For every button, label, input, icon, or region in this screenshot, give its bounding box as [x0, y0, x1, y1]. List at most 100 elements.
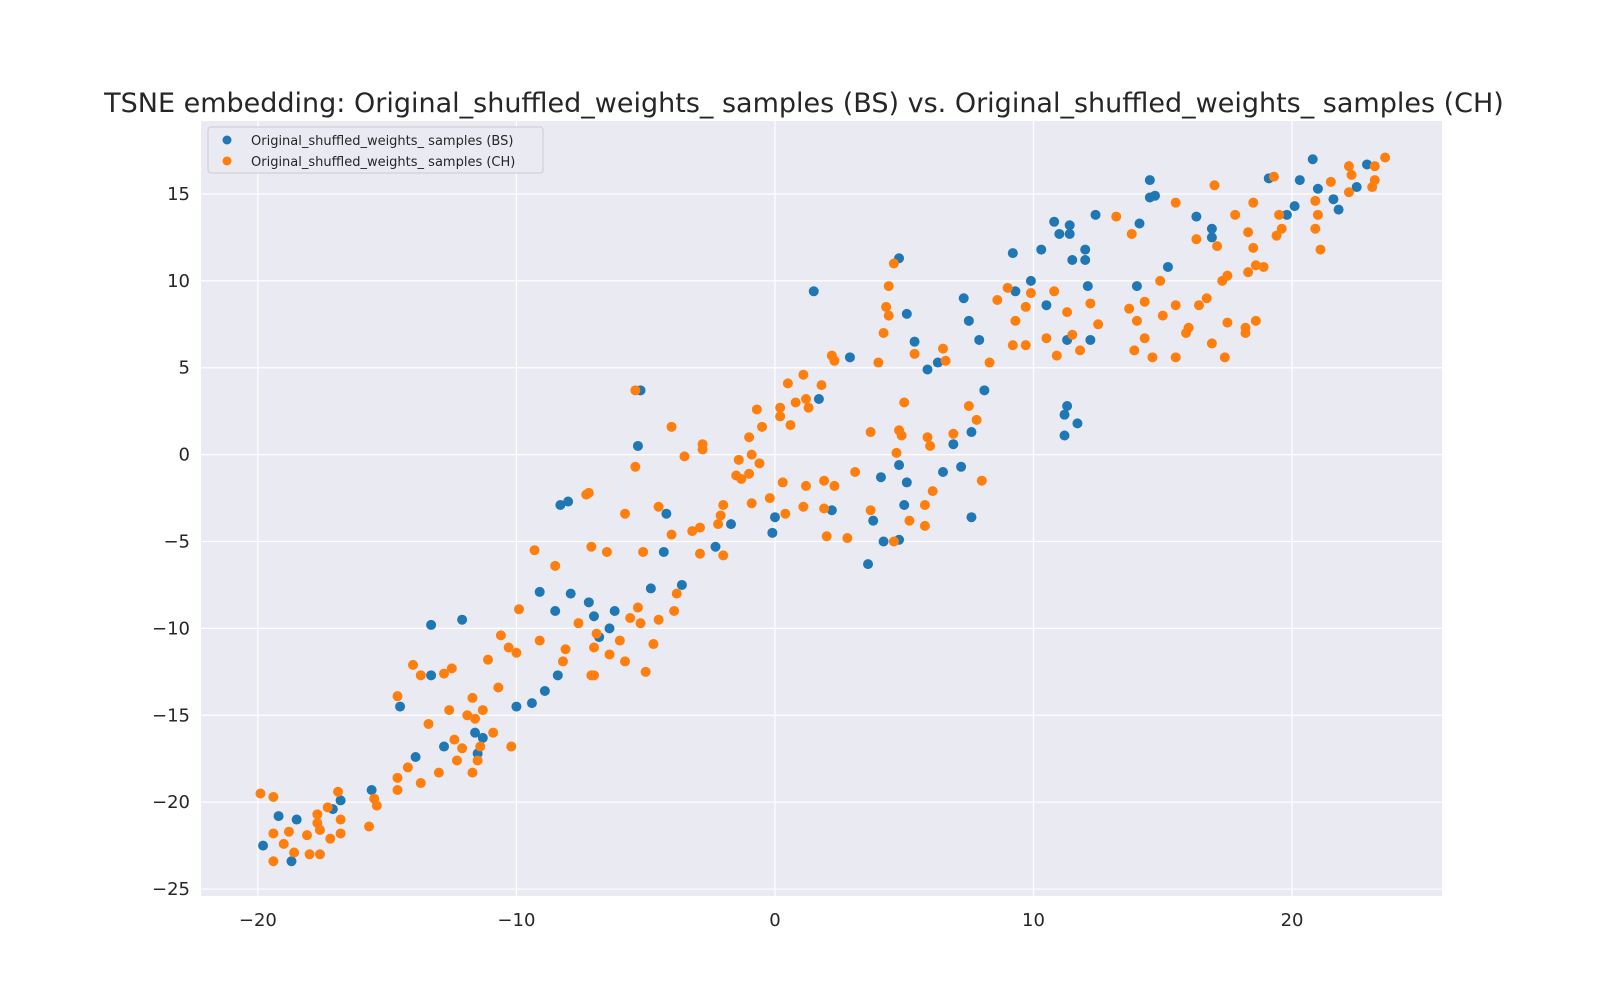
data-point-ch [371, 800, 382, 811]
data-point-ch [1075, 345, 1086, 356]
data-point-bs [1312, 183, 1323, 194]
data-point-ch [819, 503, 830, 514]
data-point-bs [1036, 244, 1047, 255]
data-point-ch [679, 451, 690, 462]
data-point-ch [638, 546, 649, 557]
data-point-ch [1025, 288, 1036, 299]
data-point-bs [555, 500, 566, 511]
data-point-bs [550, 606, 561, 617]
data-point-bs [1025, 275, 1036, 286]
data-point-ch [604, 649, 615, 660]
data-point-bs [868, 515, 879, 526]
data-point-ch [304, 849, 315, 860]
y-tick-label: −25 [152, 879, 190, 900]
data-point-bs [1281, 209, 1292, 220]
data-point-ch [255, 788, 266, 799]
data-point-bs [1134, 218, 1145, 229]
data-point-ch [1157, 310, 1168, 321]
data-point-ch [984, 357, 995, 368]
data-point-ch [620, 656, 631, 667]
data-point-bs [1191, 211, 1202, 222]
data-point-bs [1362, 159, 1373, 170]
data-point-ch [322, 802, 333, 813]
data-point-ch [278, 838, 289, 849]
data-point-ch [1212, 241, 1223, 252]
data-point-ch [751, 404, 762, 415]
data-point-ch [878, 327, 889, 338]
data-point-bs [966, 512, 977, 523]
data-point-ch [1020, 340, 1031, 351]
data-point-bs [932, 357, 943, 368]
data-point-ch [1276, 223, 1287, 234]
x-tick-label: −20 [239, 910, 277, 931]
data-point-bs [1328, 194, 1339, 205]
data-point-ch [268, 791, 279, 802]
data-point-ch [757, 421, 768, 432]
data-point-bs [410, 751, 421, 762]
data-point-ch [1369, 161, 1380, 172]
data-point-ch [1343, 187, 1354, 198]
data-point-bs [470, 727, 481, 738]
data-point-bs [979, 385, 990, 396]
data-point-ch [1222, 317, 1233, 328]
data-point-bs [899, 500, 910, 511]
data-point-ch [472, 755, 483, 766]
data-point-bs [1010, 286, 1021, 297]
data-point-ch [1067, 329, 1078, 340]
data-point-ch [534, 635, 545, 646]
data-point-ch [733, 454, 744, 465]
data-point-ch [475, 741, 486, 752]
data-point-ch [392, 772, 403, 783]
data-point-ch [335, 814, 346, 825]
data-point-ch [927, 486, 938, 497]
data-point-ch [283, 826, 294, 837]
data-point-ch [1191, 234, 1202, 245]
data-point-ch [909, 348, 920, 359]
data-point-ch [1139, 296, 1150, 307]
data-point-ch [392, 785, 403, 796]
data-point-ch [1346, 169, 1357, 180]
data-point-bs [909, 336, 920, 347]
data-point-ch [493, 682, 504, 693]
data-point-ch [671, 588, 682, 599]
data-point-bs [769, 512, 780, 523]
data-point-bs [395, 701, 406, 712]
data-point-bs [604, 623, 615, 634]
data-point-ch [829, 480, 840, 491]
data-point-bs [565, 588, 576, 599]
data-point-ch [1206, 338, 1217, 349]
data-point-ch [1193, 300, 1204, 311]
data-point-bs [1150, 190, 1161, 201]
data-point-ch [314, 849, 325, 860]
data-point-ch [775, 402, 786, 413]
data-point-ch [1041, 333, 1052, 344]
data-point-ch [408, 659, 419, 670]
data-point-ch [718, 550, 729, 561]
data-point-bs [426, 619, 437, 630]
data-point-bs [1085, 334, 1096, 345]
data-point-ch [899, 397, 910, 408]
data-point-ch [1093, 319, 1104, 330]
data-point-ch [883, 281, 894, 292]
data-point-ch [940, 355, 951, 366]
data-point-bs [291, 814, 302, 825]
data-point-bs [1307, 154, 1318, 165]
data-point-ch [586, 541, 597, 552]
data-point-bs [963, 315, 974, 326]
data-point-ch [948, 428, 959, 439]
x-tick-label: −10 [497, 910, 535, 931]
data-point-ch [1250, 260, 1261, 271]
data-point-ch [1170, 352, 1181, 363]
data-point-ch [736, 473, 747, 484]
data-point-ch [550, 560, 561, 571]
legend-label-ch: Original_shuffled_weights_ samples (CH) [251, 155, 515, 170]
data-point-ch [697, 439, 708, 450]
data-point-ch [1240, 322, 1251, 333]
data-point-bs [258, 840, 269, 851]
data-point-bs [922, 364, 933, 375]
data-point-ch [630, 385, 641, 396]
data-point-ch [764, 493, 775, 504]
data-point-ch [503, 642, 514, 653]
